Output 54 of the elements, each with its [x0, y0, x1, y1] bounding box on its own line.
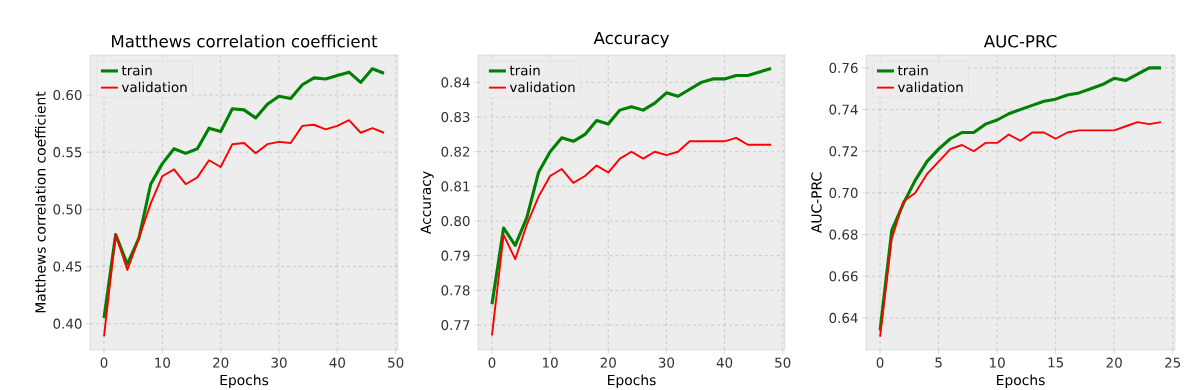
y-tick-label: 0.64 — [829, 312, 858, 323]
y-tick-label: 0.84 — [441, 77, 470, 88]
x-tick-label: 20 — [213, 357, 229, 368]
chart-title: Matthews correlation coefficient — [112, 34, 378, 48]
y-tick-label: 0.83 — [441, 111, 470, 123]
x-tick-label: 20 — [1106, 357, 1122, 368]
y-tick-label: 0.74 — [829, 104, 858, 115]
chart-title: AUC-PRC — [983, 34, 1057, 48]
chart-title: Accuracy — [593, 31, 670, 48]
x-tick-label: 30 — [658, 357, 675, 368]
x-tick-label: 30 — [271, 357, 287, 368]
y-tick-label: 0.79 — [441, 250, 470, 261]
x-tick-label: 10 — [990, 357, 1005, 368]
y-tick-label: 0.45 — [53, 261, 82, 272]
y-axis-title: AUC-PRC — [811, 172, 822, 233]
y-tick-label: 0.55 — [53, 147, 82, 158]
y-tick-label: 0.66 — [829, 271, 858, 282]
y-tick-label: 0.60 — [53, 89, 82, 101]
legend-label: train — [509, 65, 540, 76]
x-tick-label: 20 — [600, 357, 616, 368]
line-series — [103, 119, 385, 338]
y-tick-label: 0.50 — [53, 204, 82, 215]
x-tick-label: 25 — [1165, 357, 1181, 368]
x-tick-label: 40 — [716, 357, 733, 368]
y-tick-label: 0.77 — [441, 319, 470, 331]
x-tick-label: 0 — [100, 357, 108, 368]
x-axis-title: Epochs — [220, 374, 269, 388]
y-tick-label: 0.82 — [441, 146, 470, 157]
y-tick-label: 0.70 — [829, 187, 858, 198]
y-tick-label: 0.80 — [441, 215, 470, 227]
x-tick-label: 5 — [935, 357, 942, 368]
legend-label: validation — [121, 81, 187, 93]
legend-label: validation — [897, 81, 963, 93]
legend-label: train — [121, 65, 152, 76]
x-tick-label: 10 — [155, 357, 171, 368]
x-axis-title: Epochs — [997, 374, 1045, 388]
x-tick-label: 10 — [543, 357, 558, 368]
y-axis-title: Accuracy — [420, 171, 434, 234]
x-tick-label: 40 — [329, 357, 346, 368]
y-tick-label: 0.72 — [829, 146, 858, 157]
x-tick-label: 15 — [1048, 357, 1064, 368]
y-tick-label: 0.78 — [441, 285, 470, 296]
x-tick-label: 0 — [488, 357, 496, 368]
y-tick-label: 0.81 — [441, 181, 470, 192]
x-axis-title: Epochs — [608, 374, 656, 388]
x-tick-label: 50 — [775, 357, 791, 368]
x-tick-label: 50 — [388, 357, 404, 368]
x-tick-label: 0 — [876, 357, 884, 368]
y-axis-title: Matthews correlation coefficient — [34, 91, 46, 313]
y-tick-label: 0.76 — [829, 62, 858, 73]
legend-label: train — [897, 65, 928, 76]
y-tick-label: 0.40 — [53, 318, 82, 329]
y-tick-label: 0.68 — [829, 229, 858, 240]
legend-label: validation — [509, 81, 575, 93]
